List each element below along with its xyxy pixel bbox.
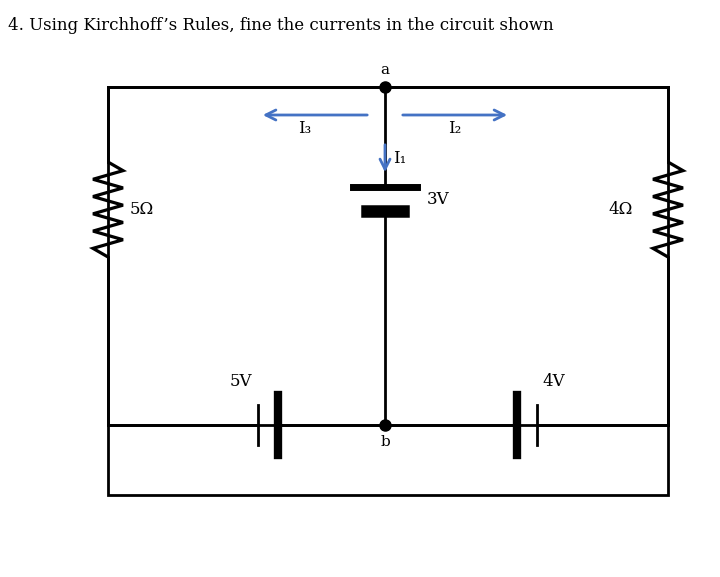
Text: 4V: 4V [542, 373, 564, 390]
Text: I₃: I₃ [298, 120, 312, 137]
Text: 4Ω: 4Ω [608, 201, 632, 218]
Text: 3V: 3V [427, 190, 449, 208]
Text: 4. Using Kirchhoff’s Rules, fine the currents in the circuit shown: 4. Using Kirchhoff’s Rules, fine the cur… [8, 17, 554, 34]
Text: b: b [380, 435, 390, 449]
Text: I₂: I₂ [449, 120, 462, 137]
Text: 5V: 5V [230, 373, 253, 390]
Text: I₁: I₁ [393, 150, 406, 167]
Text: 5Ω: 5Ω [130, 201, 154, 218]
Text: a: a [380, 63, 390, 77]
